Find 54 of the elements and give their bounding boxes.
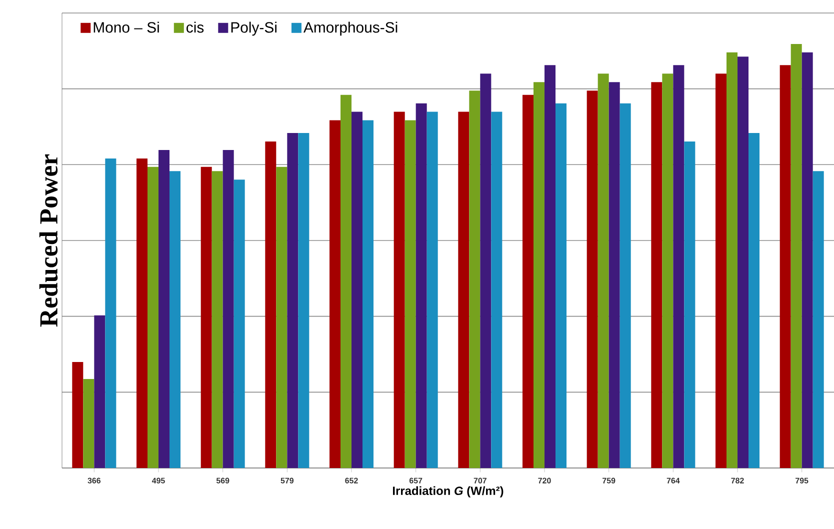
bar xyxy=(352,112,363,468)
bar xyxy=(790,44,802,468)
legend-label: Mono – Si xyxy=(94,22,159,33)
bar xyxy=(544,65,556,468)
bar xyxy=(812,171,824,468)
bar xyxy=(136,158,148,468)
bar xyxy=(522,94,534,468)
legend-label: cis xyxy=(186,22,204,33)
bar xyxy=(340,94,352,468)
bar xyxy=(598,74,609,468)
bar xyxy=(276,166,288,468)
bar xyxy=(416,103,427,468)
bar xyxy=(620,103,631,468)
bar xyxy=(458,112,470,468)
bar xyxy=(212,171,223,468)
bar xyxy=(426,112,438,468)
bar xyxy=(394,112,405,468)
bar xyxy=(94,315,106,468)
bar xyxy=(330,120,341,468)
bar xyxy=(802,52,813,468)
legend-label: Amorphous-Si xyxy=(303,22,398,36)
legend-label: Poly-Si xyxy=(231,22,276,36)
x-axis-title: Irradiation G (W/m²) xyxy=(393,486,504,498)
bar xyxy=(662,74,674,468)
bar xyxy=(404,120,416,468)
bar xyxy=(608,82,620,468)
y-axis-title: Reduced Power xyxy=(39,154,58,327)
bar xyxy=(651,82,662,468)
bar xyxy=(684,141,696,468)
bar xyxy=(105,158,116,468)
bar xyxy=(200,166,212,468)
bar xyxy=(780,65,791,468)
bar xyxy=(716,74,727,468)
bar xyxy=(673,65,684,468)
bar xyxy=(480,74,492,468)
bar xyxy=(158,150,170,468)
bar xyxy=(362,120,374,468)
bar xyxy=(726,52,738,468)
bar xyxy=(287,133,298,468)
bar xyxy=(148,166,158,468)
bar xyxy=(83,378,94,468)
bar xyxy=(170,171,180,468)
bar xyxy=(298,133,310,468)
bar xyxy=(534,82,545,468)
bar xyxy=(491,112,502,468)
bar xyxy=(556,103,567,468)
bar xyxy=(234,180,245,468)
bar xyxy=(738,56,749,468)
bar xyxy=(72,362,84,468)
bar xyxy=(586,90,598,468)
bar xyxy=(222,150,234,468)
bar xyxy=(265,141,276,468)
bar xyxy=(748,133,760,468)
bar xyxy=(469,90,480,468)
